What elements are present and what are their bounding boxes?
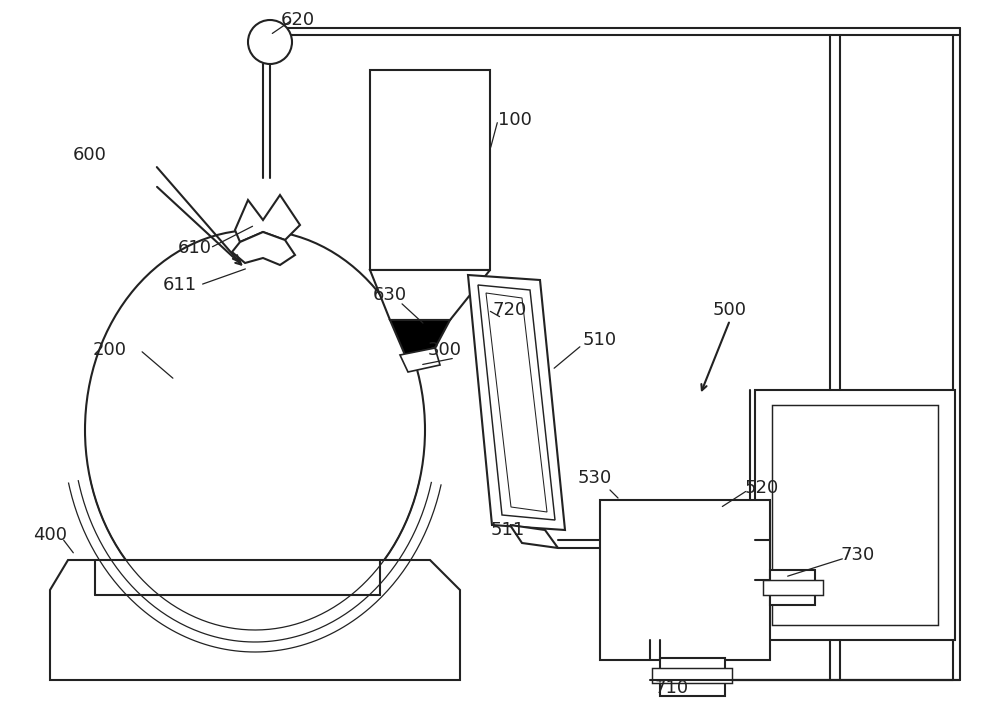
Text: 620: 620: [281, 11, 315, 29]
Bar: [763, 580, 823, 595]
Bar: [660, 658, 725, 696]
Text: 300: 300: [428, 341, 462, 359]
Polygon shape: [486, 293, 547, 512]
Text: 600: 600: [73, 146, 107, 164]
Polygon shape: [235, 195, 300, 242]
Text: 511: 511: [491, 521, 525, 539]
Text: 710: 710: [655, 679, 689, 697]
Polygon shape: [468, 275, 565, 530]
Text: 500: 500: [713, 301, 747, 319]
Circle shape: [248, 20, 292, 64]
Bar: [772, 405, 938, 625]
Bar: [370, 70, 490, 270]
Polygon shape: [50, 560, 460, 680]
Text: 611: 611: [163, 276, 197, 294]
Polygon shape: [400, 348, 440, 372]
Bar: [600, 500, 770, 660]
Polygon shape: [390, 320, 450, 355]
Text: 400: 400: [33, 526, 67, 544]
Circle shape: [685, 523, 735, 573]
Text: 630: 630: [373, 286, 407, 304]
Text: 510: 510: [583, 331, 617, 349]
Text: 520: 520: [745, 479, 779, 497]
Polygon shape: [232, 232, 295, 265]
Ellipse shape: [85, 230, 425, 630]
Bar: [652, 668, 732, 683]
Text: 100: 100: [498, 111, 532, 129]
Circle shape: [668, 506, 752, 590]
Bar: [665, 508, 750, 588]
Polygon shape: [510, 525, 558, 548]
Polygon shape: [478, 285, 555, 520]
Text: 610: 610: [178, 239, 212, 257]
Text: 530: 530: [578, 469, 612, 487]
Text: 720: 720: [493, 301, 527, 319]
Text: 730: 730: [841, 546, 875, 564]
Polygon shape: [370, 270, 490, 320]
Bar: [755, 390, 955, 640]
Bar: [770, 570, 815, 605]
Text: 200: 200: [93, 341, 127, 359]
